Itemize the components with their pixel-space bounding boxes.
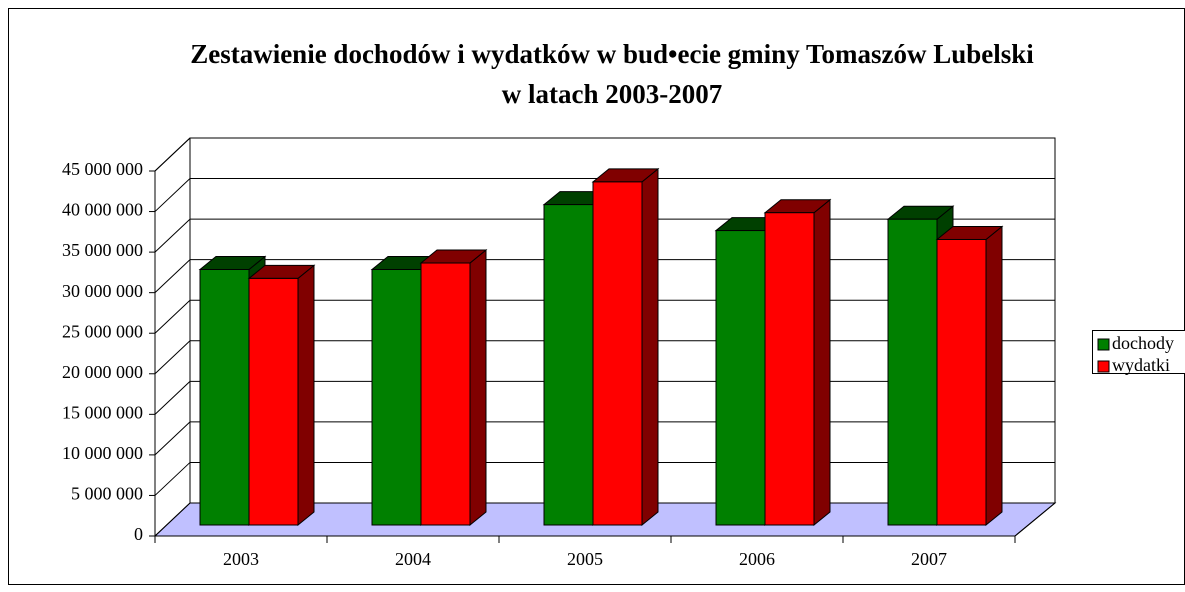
y-tick-label: 45 000 000 bbox=[62, 159, 143, 179]
bar bbox=[419, 248, 488, 527]
y-tick-label: 30 000 000 bbox=[62, 281, 143, 301]
bar-face bbox=[715, 230, 766, 526]
bar-face bbox=[592, 181, 643, 526]
grid-line bbox=[154, 137, 1055, 172]
chart-title: Zestawienie dochodów i wydatków w bud•ec… bbox=[190, 39, 1034, 69]
bar-face bbox=[641, 167, 659, 527]
bar-face bbox=[199, 269, 250, 526]
y-tick-label: 40 000 000 bbox=[62, 200, 143, 220]
floor-edge bbox=[1014, 502, 1056, 537]
bar bbox=[763, 198, 832, 527]
y-tick-label: 25 000 000 bbox=[62, 321, 143, 341]
bar-face bbox=[543, 204, 594, 526]
x-tick-label: 2007 bbox=[911, 549, 947, 569]
x-tick-label: 2003 bbox=[223, 549, 259, 569]
bar-face bbox=[813, 198, 831, 527]
x-tick-label: 2004 bbox=[395, 549, 431, 569]
grid-line bbox=[154, 178, 1055, 212]
y-tick-label: 5 000 000 bbox=[71, 484, 143, 504]
bar bbox=[591, 167, 660, 527]
bar-face bbox=[248, 277, 299, 526]
bar-face bbox=[887, 218, 938, 526]
bar-face bbox=[297, 264, 315, 527]
bar-face bbox=[764, 212, 815, 526]
y-tick-label: 20 000 000 bbox=[62, 362, 143, 382]
bar-face bbox=[936, 238, 987, 526]
x-tick-label: 2005 bbox=[567, 549, 603, 569]
y-tick-label: 10 000 000 bbox=[62, 443, 143, 463]
bar bbox=[247, 264, 316, 527]
y-tick-label: 0 bbox=[134, 524, 143, 544]
legend-swatch bbox=[1097, 338, 1110, 351]
bar-face bbox=[420, 262, 471, 526]
bar-face bbox=[469, 248, 487, 527]
bar-face bbox=[985, 225, 1003, 527]
x-tick-label: 2006 bbox=[739, 549, 775, 569]
bar-face bbox=[371, 269, 422, 526]
legend-swatch bbox=[1097, 360, 1110, 373]
legend-label: wydatki bbox=[1112, 355, 1170, 375]
bar bbox=[935, 225, 1004, 527]
y-tick-label: 35 000 000 bbox=[62, 240, 143, 260]
legend-label: dochody bbox=[1112, 333, 1174, 353]
y-tick-label: 15 000 000 bbox=[62, 402, 143, 422]
chart-subtitle: w latach 2003-2007 bbox=[502, 79, 722, 109]
